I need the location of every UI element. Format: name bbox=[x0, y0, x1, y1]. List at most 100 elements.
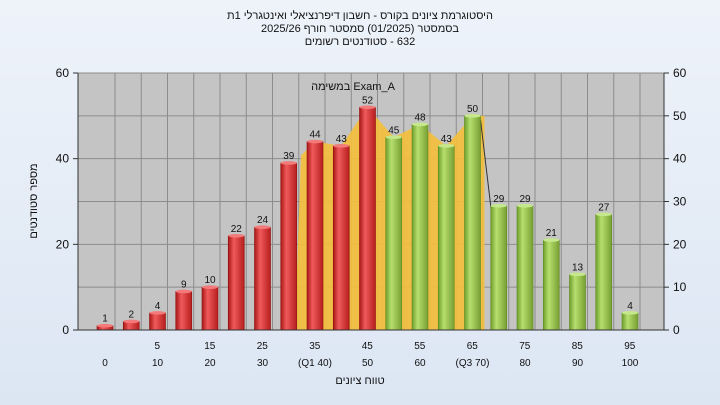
legend-label: Exam_A במשימה bbox=[311, 81, 396, 93]
bar-cap bbox=[543, 238, 560, 242]
bar-cap bbox=[202, 285, 218, 289]
value-label: 9 bbox=[181, 279, 187, 290]
bar-cap bbox=[280, 161, 297, 165]
bar-35 bbox=[280, 162, 298, 331]
bar-cap bbox=[412, 122, 428, 127]
bar-cap bbox=[595, 212, 612, 217]
bar-cap bbox=[123, 319, 140, 324]
bar-55 bbox=[385, 136, 403, 331]
value-label: 24 bbox=[257, 215, 269, 226]
chart-title-line-2: בסמסטר (01/2025) סמסטר חורף 2025/26 bbox=[260, 23, 460, 35]
bar-20 bbox=[201, 286, 219, 331]
value-label: 29 bbox=[493, 194, 505, 205]
bar-cap bbox=[490, 203, 507, 208]
x-tick-label-lower: 100 bbox=[622, 358, 639, 369]
x-tick-label-lower: 80 bbox=[519, 358, 531, 369]
x-tick-label-lower: 30 bbox=[257, 358, 269, 369]
value-label: 52 bbox=[362, 95, 374, 106]
value-label: 21 bbox=[546, 228, 558, 239]
bar-15 bbox=[175, 291, 193, 331]
bar-85 bbox=[542, 239, 560, 331]
y-tick-label-left: 0 bbox=[62, 323, 69, 337]
y-tick-label-right: 30 bbox=[673, 195, 687, 209]
bar-cap bbox=[569, 272, 586, 277]
bar-50 bbox=[359, 106, 376, 331]
value-label: 44 bbox=[309, 130, 321, 141]
value-label: 22 bbox=[231, 224, 243, 235]
x-tick-label-upper: 5 bbox=[154, 341, 160, 352]
bar-cap bbox=[175, 289, 192, 294]
x-tick-label-upper: 95 bbox=[624, 341, 636, 352]
bar-90 bbox=[569, 274, 586, 331]
x-tick-label-upper: 65 bbox=[467, 341, 479, 352]
y-tick-label-right: 0 bbox=[673, 323, 680, 337]
bar-25 bbox=[227, 235, 245, 331]
bar-cap bbox=[254, 225, 271, 229]
chart-title-line-1: היסטוגרמת ציונים בקורס - חשבון דיפרנציאל… bbox=[226, 10, 494, 22]
bar-60 bbox=[411, 124, 429, 331]
bar-30 bbox=[254, 226, 271, 331]
bar-75 bbox=[490, 205, 508, 331]
x-tick-label-lower: (Q3 70) bbox=[456, 358, 490, 369]
bar-cap bbox=[464, 114, 481, 118]
value-label: 43 bbox=[336, 134, 348, 145]
x-tick-label-upper: 25 bbox=[257, 341, 269, 352]
bar-cap bbox=[97, 323, 113, 328]
value-label: 45 bbox=[388, 125, 400, 136]
x-tick-label-lower: 20 bbox=[204, 358, 216, 369]
x-tick-label-lower: 60 bbox=[414, 358, 426, 369]
value-label: 50 bbox=[467, 104, 479, 115]
y-tick-label-right: 60 bbox=[673, 66, 687, 80]
y-tick-label-right: 50 bbox=[673, 109, 687, 123]
y-tick-label-right: 20 bbox=[673, 237, 687, 251]
bar-cap bbox=[149, 311, 166, 315]
x-tick-label-upper: 55 bbox=[414, 341, 426, 352]
bar-10 bbox=[149, 312, 166, 331]
value-label: 10 bbox=[204, 275, 216, 286]
x-axis-label: טווח ציונים bbox=[335, 375, 384, 387]
bar-100 bbox=[621, 312, 639, 331]
x-tick-label-lower: (Q1 40) bbox=[298, 358, 332, 369]
value-label: 2 bbox=[128, 309, 134, 320]
chart-title-line-3: 632 - סטודנטים רשומים bbox=[304, 36, 416, 48]
y-tick-label-right: 40 bbox=[673, 152, 687, 166]
value-label: 1 bbox=[102, 314, 108, 325]
bar-cap bbox=[385, 135, 402, 140]
bar-45 bbox=[332, 145, 350, 331]
value-label: 29 bbox=[519, 194, 531, 205]
y-tick-label-left: 40 bbox=[56, 152, 70, 166]
bar-cap bbox=[228, 233, 245, 238]
bar-65 bbox=[437, 145, 455, 331]
x-tick-label-upper: 45 bbox=[362, 341, 374, 352]
y-axis-label: מספר סטודנטים bbox=[28, 163, 40, 238]
bar-cap bbox=[622, 311, 638, 315]
value-label: 4 bbox=[155, 301, 161, 312]
bar-cap bbox=[333, 144, 350, 148]
bar-95 bbox=[595, 214, 613, 331]
bar-40 bbox=[306, 141, 324, 331]
value-label: 43 bbox=[441, 134, 453, 145]
y-tick-label-left: 60 bbox=[56, 66, 70, 80]
bar-cap bbox=[438, 144, 455, 148]
value-label: 48 bbox=[414, 112, 426, 123]
bar-cap bbox=[359, 105, 376, 110]
value-label: 27 bbox=[598, 202, 610, 213]
x-tick-label-lower: 90 bbox=[572, 358, 584, 369]
x-tick-label-upper: 75 bbox=[519, 341, 531, 352]
x-tick-label-upper: 85 bbox=[572, 341, 584, 352]
x-tick-label-upper: 35 bbox=[309, 341, 321, 352]
x-tick-label-lower: 50 bbox=[362, 358, 374, 369]
bar-cap bbox=[307, 139, 323, 144]
grid-lines bbox=[78, 72, 664, 330]
x-tick-label-lower: 10 bbox=[152, 358, 164, 369]
y-tick-label-left: 20 bbox=[56, 237, 70, 251]
x-tick-label-upper: 15 bbox=[204, 341, 216, 352]
value-label: 4 bbox=[627, 301, 633, 312]
bar-80 bbox=[516, 205, 534, 331]
value-label: 13 bbox=[572, 262, 584, 273]
bars bbox=[96, 105, 639, 331]
value-label: 39 bbox=[283, 151, 295, 162]
